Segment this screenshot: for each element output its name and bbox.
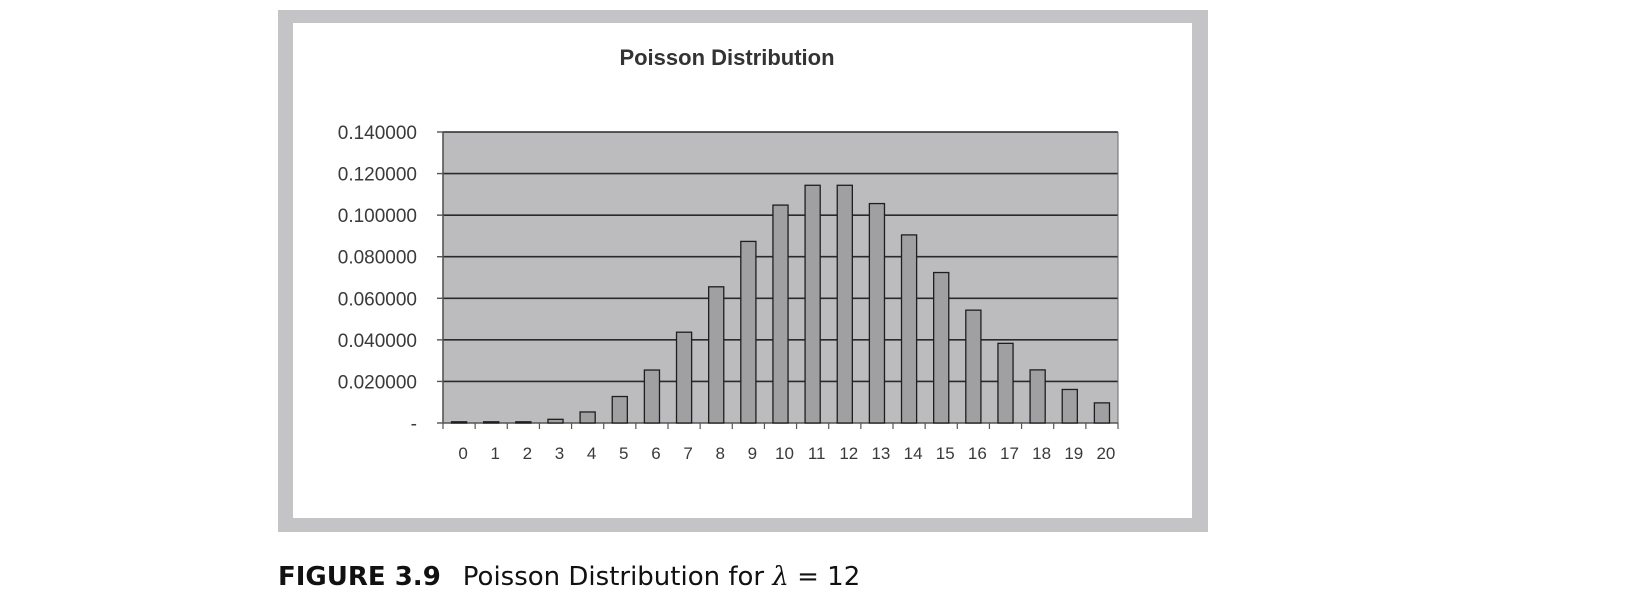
- caption-value: = 12: [788, 562, 861, 592]
- figure-frame: Poisson Distribution - 0.020000 0.040000 0.…: [278, 10, 1208, 532]
- y-tick-label: 0.040000: [338, 331, 417, 352]
- x-tick-label: 13: [871, 444, 890, 463]
- caption-text: Poisson Distribution for: [462, 562, 773, 592]
- bar-15: [933, 271, 950, 424]
- x-tick-label: 5: [619, 444, 628, 463]
- y-tick-label: 0.100000: [338, 206, 417, 227]
- bar-7: [675, 331, 693, 424]
- bar-11: [804, 184, 821, 424]
- y-tick-label: -: [411, 414, 417, 435]
- y-tick-labels: - 0.020000 0.040000 0.060000 0.080000 0.10000…: [338, 123, 417, 435]
- y-tick-label: 0.120000: [338, 165, 417, 186]
- x-tick-label: 19: [1064, 444, 1083, 463]
- chart-title: Poisson Distribution: [619, 45, 834, 70]
- x-tick-label: 7: [683, 444, 692, 463]
- y-tick-label: 0.060000: [338, 289, 417, 310]
- bar-13: [868, 202, 886, 424]
- bar-1: [483, 421, 500, 424]
- caption-lambda-symbol: λ: [772, 562, 789, 592]
- x-tick-label: 1: [490, 444, 499, 463]
- bars: [450, 184, 1111, 424]
- x-tick-label: 11: [808, 444, 826, 463]
- chart-area: Poisson Distribution - 0.020000 0.040000 0.…: [293, 23, 1192, 518]
- bar-3: [547, 418, 564, 424]
- bar-12: [836, 184, 853, 424]
- x-tick-labels: 0 1 2 3 4 5 6 7 8 9 10 11 12 13 14 15 16 17 18 19 20: [458, 444, 1115, 463]
- bar-14: [900, 234, 918, 424]
- x-tick-label: 9: [748, 444, 757, 463]
- bar-5: [611, 395, 628, 424]
- x-tick-label: 6: [651, 444, 660, 463]
- bar-19: [1061, 388, 1078, 424]
- x-tick-label: 8: [715, 444, 724, 463]
- bar-4: [579, 411, 596, 424]
- bar-10: [772, 204, 789, 424]
- bar-0: [450, 421, 468, 424]
- y-tick-label: 0.140000: [338, 123, 417, 144]
- bar-18: [1029, 369, 1046, 424]
- bar-6: [643, 369, 661, 424]
- bar-9: [740, 240, 757, 424]
- caption-label: FIGURE 3.9: [278, 562, 441, 592]
- x-tick-label: 4: [587, 444, 596, 463]
- y-tick-label: 0.020000: [338, 372, 417, 393]
- x-tick-label: 2: [523, 444, 532, 463]
- x-tick-label: 14: [904, 444, 923, 463]
- x-tick-label: 10: [775, 444, 794, 463]
- bar-17: [997, 342, 1014, 424]
- x-tick-label: 3: [555, 444, 564, 463]
- x-tick-label: 16: [968, 444, 987, 463]
- x-tick-label: 12: [839, 444, 858, 463]
- x-tick-label: 20: [1096, 444, 1115, 463]
- bar-2: [515, 421, 532, 424]
- x-tick-label: 0: [458, 444, 467, 463]
- figure-caption: FIGURE 3.9 Poisson Distribution for λ = 1…: [278, 562, 860, 592]
- bar-8: [708, 286, 725, 424]
- y-tick-label: 0.080000: [338, 248, 417, 269]
- chart-svg: Poisson Distribution - 0.020000 0.040000 0.…: [338, 45, 1119, 463]
- x-tick-label: 15: [936, 444, 955, 463]
- x-tick-label: 18: [1032, 444, 1051, 463]
- x-tick-label: 17: [1000, 444, 1019, 463]
- bar-20: [1093, 402, 1111, 424]
- bar-16: [965, 309, 982, 424]
